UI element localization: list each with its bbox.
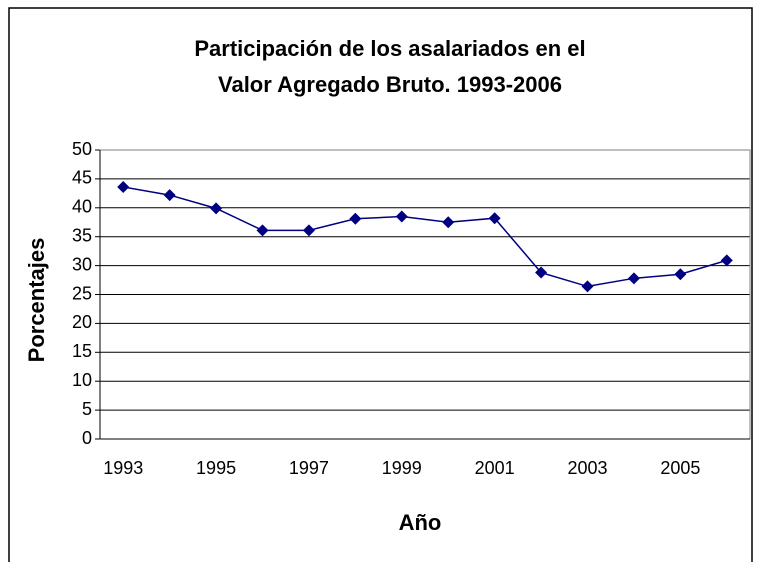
y-tick-label: 30 xyxy=(72,254,92,274)
y-tick-label: 20 xyxy=(72,312,92,332)
y-tick-label: 25 xyxy=(72,283,92,303)
y-tick-label: 0 xyxy=(82,428,92,448)
data-point xyxy=(442,216,455,229)
data-point xyxy=(535,266,548,279)
data-point xyxy=(256,224,269,237)
data-point xyxy=(674,268,687,281)
data-point xyxy=(117,180,130,193)
y-axis-label: Porcentajes xyxy=(24,238,49,363)
chart-border xyxy=(8,7,753,562)
y-tick-label: 45 xyxy=(72,168,92,188)
x-axis-label: Año xyxy=(399,510,442,535)
data-point xyxy=(720,254,733,267)
y-tick-label: 35 xyxy=(72,225,92,245)
data-point xyxy=(488,212,501,225)
y-tick-label: 15 xyxy=(72,341,92,361)
y-tick-label: 5 xyxy=(82,399,92,419)
x-tick-label: 2005 xyxy=(660,458,700,478)
chart-title: Participación de los asalariados en el xyxy=(194,36,585,61)
y-tick-label: 40 xyxy=(72,197,92,217)
data-point xyxy=(163,189,176,202)
x-tick-label: 1995 xyxy=(196,458,236,478)
data-point xyxy=(210,202,223,215)
data-point xyxy=(581,280,594,293)
x-tick-label: 1999 xyxy=(382,458,422,478)
y-tick-label: 50 xyxy=(72,139,92,159)
data-point xyxy=(627,272,640,285)
x-tick-label: 1997 xyxy=(289,458,329,478)
series-line xyxy=(123,186,728,288)
x-tick-label: 2001 xyxy=(475,458,515,478)
x-tick-label: 1993 xyxy=(103,458,143,478)
y-tick-label: 10 xyxy=(72,370,92,390)
chart-title: Valor Agregado Bruto. 1993-2006 xyxy=(218,72,562,97)
data-point xyxy=(302,224,315,237)
x-tick-label: 2003 xyxy=(567,458,607,478)
data-point xyxy=(349,212,362,225)
data-point xyxy=(395,210,408,223)
